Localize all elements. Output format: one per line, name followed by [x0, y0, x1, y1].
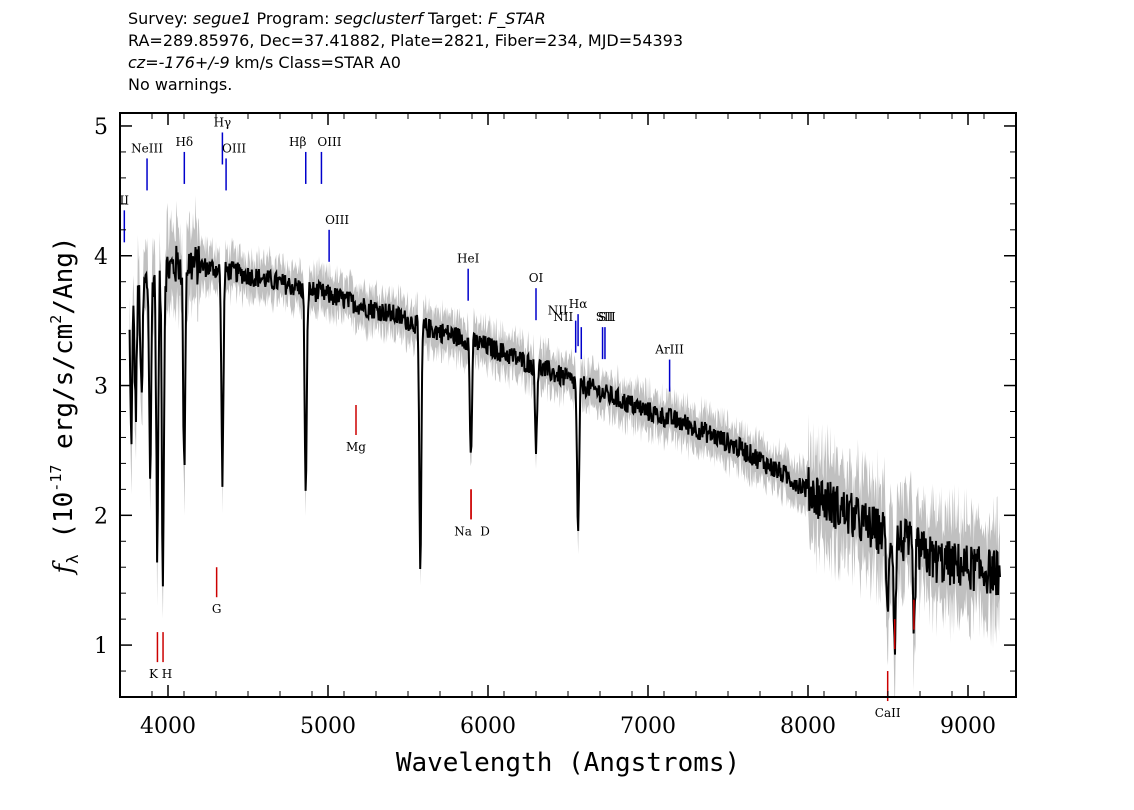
emission-line-label: ArIII	[654, 343, 684, 357]
emission-line-label: OIII	[325, 213, 349, 227]
y-axis-exponent-2: 2	[47, 315, 65, 324]
x-tick-label: 6000	[460, 714, 516, 739]
absorption-line-label: Na	[454, 524, 472, 538]
y-axis-exponent: -17	[47, 465, 65, 492]
program-label: Program:	[251, 9, 335, 28]
y-axis-mid: (10	[49, 492, 79, 555]
flux-layer	[128, 245, 1001, 655]
absorption-line-label: G	[212, 602, 222, 616]
emission-line-label: SII	[596, 310, 614, 324]
emission-line-label: NII	[553, 310, 573, 324]
emission-line-label: OIII	[222, 141, 246, 155]
y-axis-subscript: λ	[63, 554, 82, 564]
survey-label: Survey:	[128, 9, 193, 28]
emission-line-label: OI	[529, 271, 544, 285]
x-tick-label: 9000	[940, 714, 996, 739]
absorption-line-label: H	[162, 667, 172, 681]
absorption-line-label: D	[480, 524, 490, 538]
y-tick-label: 5	[94, 115, 108, 140]
target-value: F_STAR	[488, 9, 546, 28]
header-line-1: Survey: segue1 Program: segclusterf Targ…	[128, 8, 546, 30]
absorption-line-label: Mg	[346, 440, 366, 454]
plot-frame	[119, 112, 1017, 698]
y-tick-label: 3	[94, 375, 108, 400]
emission-line-label: NeIII	[131, 141, 163, 155]
y-tick-label: 2	[94, 504, 108, 529]
x-tick-label: 5000	[300, 714, 356, 739]
target-label: Target:	[422, 9, 488, 28]
survey-value: segue1	[192, 9, 252, 28]
redshift-value: cz=-176+/-9	[128, 53, 230, 72]
y-tick-label: 1	[94, 634, 108, 659]
program-value: segclusterf	[334, 9, 423, 28]
absorption-line-label: CaII	[875, 706, 901, 720]
x-tick-label: 8000	[780, 714, 836, 739]
emission-line-label: Hβ	[289, 135, 306, 149]
header-line-2: RA=289.85976, Dec=37.41882, Plate=2821, …	[128, 31, 684, 50]
y-axis-unit: erg/s/cm	[49, 324, 79, 465]
y-axis-title: fλ (10-17 erg/s/cm2/Ang)	[47, 236, 82, 575]
error-layer	[129, 195, 1000, 697]
y-tick-label: 4	[94, 245, 108, 270]
x-tick-label: 4000	[140, 714, 196, 739]
emission-line-label: SII	[598, 310, 616, 324]
header-line-3: cz=-176+/-9 km/s Class=STAR A0	[128, 52, 401, 74]
axis-ticks: 4000 5000 6000 7000 8000 9000 1 2 3 4 5	[94, 113, 1017, 739]
y-axis-tail: /Ang)	[49, 236, 79, 314]
flux-series	[128, 245, 1001, 655]
emission-line-label: NII	[548, 304, 568, 318]
absorption-line-label: K	[149, 667, 159, 681]
emission-line-label: OIII	[317, 135, 341, 149]
emission-line-label: Hδ	[175, 135, 193, 149]
error-band	[129, 195, 1000, 697]
emission-line-label: HeI	[457, 252, 480, 266]
header-line-4: No warnings.	[128, 75, 233, 94]
x-tick-label: 7000	[620, 714, 676, 739]
class-text: km/s Class=STAR A0	[229, 53, 401, 72]
x-axis-title: Wavelength (Angstroms)	[396, 748, 740, 778]
emission-line-label: II	[120, 193, 130, 207]
emission-line-label: Hα	[569, 297, 588, 311]
emission-line-label: Hγ	[214, 115, 232, 129]
